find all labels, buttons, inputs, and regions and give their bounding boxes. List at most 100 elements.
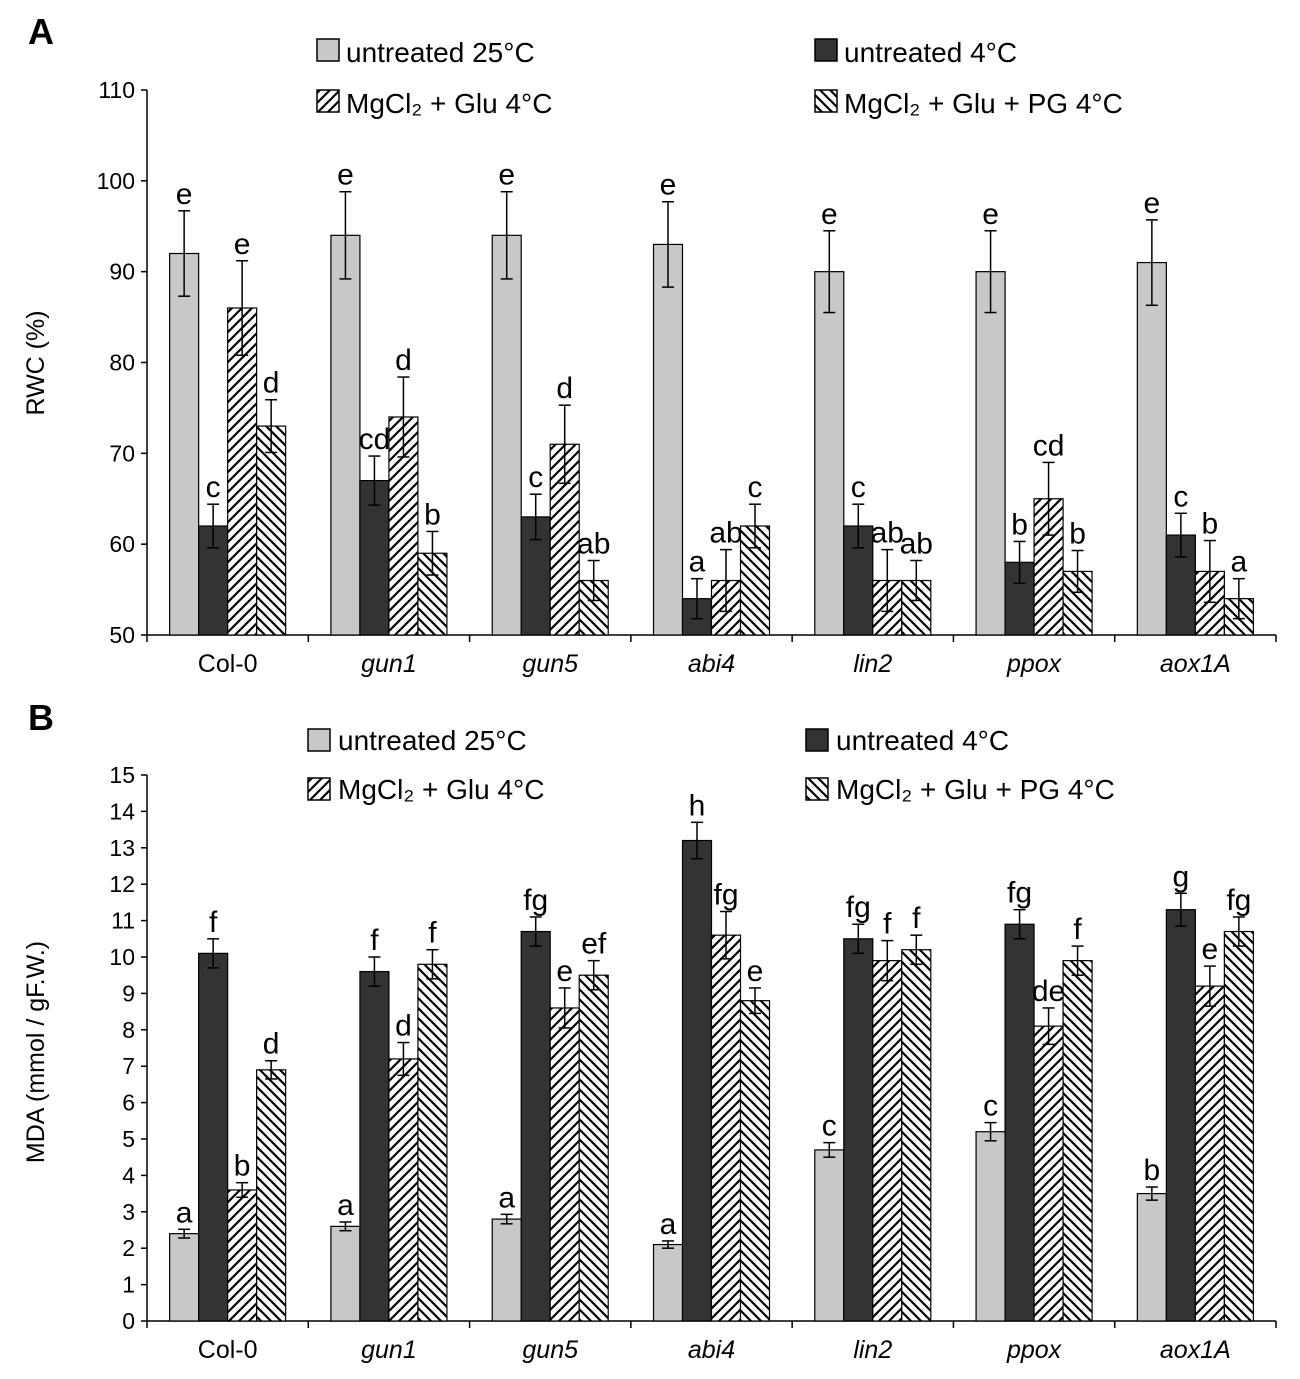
significance-label: fg [846, 891, 871, 924]
bar-gun1-series-4 [417, 963, 448, 1322]
significance-label: ab [871, 517, 904, 550]
significance-label: e [176, 178, 193, 211]
significance-label: ef [581, 928, 607, 961]
legend-label-untreated-4: untreated 4°C [836, 725, 1009, 756]
bar-ppox-series-4 [1062, 960, 1093, 1322]
significance-label: e [498, 159, 515, 192]
category-label-abi4: abi4 [688, 1336, 735, 1364]
significance-label: e [337, 159, 354, 192]
significance-label: h [689, 789, 706, 822]
bar-gun1-series-2 [359, 479, 390, 636]
panel-letter-a: A [28, 11, 54, 52]
y-tick-label: 110 [98, 77, 135, 103]
category-label-ppox: ppox [1006, 650, 1063, 678]
category-label-gun1: gun1 [361, 650, 417, 678]
bar-col-0-series-3 [227, 307, 258, 636]
y-tick-label: 50 [109, 622, 135, 648]
category-label-lin2: lin2 [853, 1336, 892, 1364]
category-label-gun5: gun5 [522, 650, 578, 678]
bar-col-0-series-2 [198, 952, 229, 1322]
significance-label: d [395, 1010, 412, 1043]
legend-swatch-untreated-4 [814, 38, 838, 62]
significance-label: e [1202, 933, 1219, 966]
bar-gun1-series-1 [330, 234, 361, 636]
bar-gun5-series-1 [491, 1218, 522, 1322]
legend-label-untreated-25: untreated 25°C [346, 37, 535, 68]
legend-a: untreated 25°C untreated 4°C MgCl₂ + Glu… [316, 37, 1123, 119]
bar-aox1a-series-4 [1223, 930, 1254, 1322]
bar-aox1a-series-1 [1136, 261, 1167, 636]
significance-label: b [1069, 518, 1086, 551]
bar-gun5-series-3 [549, 1007, 580, 1322]
significance-label: ab [577, 528, 610, 561]
y-tick-label: 10 [109, 944, 135, 970]
significance-label: cd [359, 423, 391, 456]
bar-ppox-series-2 [1004, 923, 1035, 1322]
category-label-ppox: ppox [1006, 1336, 1063, 1364]
y-tick-label: 14 [109, 798, 135, 824]
y-tick-label: 11 [111, 908, 135, 934]
significance-label: d [263, 1028, 280, 1061]
panel-letter-b: B [28, 697, 54, 738]
bar-col-0-series-4 [256, 1069, 287, 1322]
legend-swatch-mgcl2-glu [316, 89, 340, 113]
legend-label-mgcl2-glu: MgCl₂ + Glu 4°C [346, 88, 552, 119]
panel-b: B untreated 25°C untreated 4°C MgCl₂ + G… [22, 697, 1277, 1364]
bar-abi4-series-1 [652, 1243, 684, 1322]
significance-label: f [209, 906, 218, 939]
legend-label-mgcl2-glu: MgCl₂ + Glu 4°C [338, 774, 544, 805]
y-tick-label: 3 [122, 1199, 135, 1225]
bar-col-0-series-3 [227, 1189, 258, 1322]
panel-a: A untreated 25°C untreated 4°C MgCl₂ + G… [22, 11, 1277, 678]
y-tick-label: 0 [122, 1308, 135, 1334]
y-tick-label: 90 [109, 259, 135, 285]
bar-aox1a-series-2 [1165, 909, 1196, 1322]
y-tick-label: 4 [122, 1162, 135, 1188]
significance-label: c [822, 1110, 837, 1143]
legend-swatch-untreated-25 [316, 38, 340, 62]
legend-swatch-mgcl2-glu-pg [805, 777, 829, 801]
significance-label: a [660, 1208, 677, 1241]
significance-label: ab [709, 517, 742, 550]
bar-gun5-series-2 [520, 930, 551, 1322]
bar-aox1a-series-3 [1194, 985, 1225, 1322]
bar-lin2-series-3 [872, 960, 903, 1322]
bar-abi4-series-2 [681, 839, 713, 1322]
significance-label: f [1073, 913, 1082, 946]
plot-area-a: 50 60 70 80 90 100 110 Col-0 gun1 gun5 abi4 lin2 ppo… [97, 77, 1277, 678]
legend-label-mgcl2-glu-pg: MgCl₂ + Glu + PG 4°C [836, 774, 1115, 805]
bar-col-0-series-1 [169, 1233, 200, 1322]
significance-label: e [660, 169, 677, 202]
category-label-abi4: abi4 [688, 650, 735, 678]
y-tick-label: 70 [109, 440, 135, 466]
significance-label: c [983, 1090, 998, 1123]
y-tick-label: 6 [122, 1090, 135, 1116]
significance-label: fg [523, 884, 548, 917]
significance-label: e [1144, 187, 1161, 220]
legend-swatch-mgcl2-glu-pg [814, 89, 838, 113]
y-tick-label: 9 [122, 980, 135, 1006]
legend-label-mgcl2-glu-pg: MgCl₂ + Glu + PG 4°C [844, 88, 1123, 119]
significance-label: e [747, 955, 764, 988]
significance-label: f [428, 917, 437, 950]
significance-label: fg [713, 879, 738, 912]
y-tick-label: 5 [122, 1126, 135, 1152]
significance-label: e [821, 198, 838, 231]
legend-b: untreated 25°C untreated 4°C MgCl₂ + Glu… [307, 725, 1115, 805]
y-tick-label: 12 [109, 871, 135, 897]
significance-label: fg [1226, 884, 1251, 917]
significance-label: b [1144, 1154, 1161, 1187]
bar-gun5-series-4 [578, 974, 609, 1322]
significance-label: a [689, 546, 706, 579]
bar-col-0-series-4 [256, 425, 287, 636]
y-tick-label: 15 [109, 762, 135, 788]
bar-ppox-series-1 [975, 271, 1006, 636]
bar-lin2-series-4 [901, 949, 932, 1322]
category-label-aox1a: aox1A [1160, 1336, 1231, 1364]
legend-label-untreated-4: untreated 4°C [844, 37, 1017, 68]
legend-swatch-mgcl2-glu [307, 777, 331, 801]
significance-label: f [912, 902, 921, 935]
legend-label-untreated-25: untreated 25°C [338, 725, 527, 756]
bar-gun1-series-1 [330, 1225, 361, 1322]
